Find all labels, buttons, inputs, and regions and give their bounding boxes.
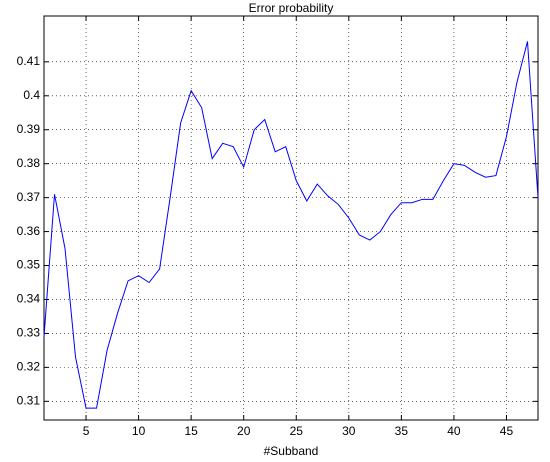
y-tick-label: 0.34 (17, 292, 41, 306)
y-tick-label: 0.39 (17, 122, 41, 136)
plot-frame (43, 15, 539, 421)
y-tick-label: 0.31 (17, 393, 41, 407)
x-tick-label: 15 (184, 424, 198, 438)
data-line (43, 41, 539, 409)
y-tick-label: 0.36 (17, 224, 41, 238)
y-tick-label: 0.37 (17, 190, 41, 204)
x-tick-label: 45 (500, 424, 514, 438)
chart-title: Error probability (249, 1, 334, 15)
y-tick-label: 0.41 (17, 54, 41, 68)
x-tick-label: 25 (290, 424, 304, 438)
x-tick-label: 35 (395, 424, 409, 438)
y-tick-label: 0.32 (17, 360, 41, 374)
y-tick-label: 0.4 (23, 88, 40, 102)
y-tick-label: 0.33 (17, 326, 41, 340)
x-tick-label: 10 (132, 424, 146, 438)
x-tick-label: 30 (342, 424, 356, 438)
y-tick-label: 0.35 (17, 258, 41, 272)
x-tick-label: 20 (237, 424, 251, 438)
x-axis-label: #Subband (264, 444, 319, 458)
x-tick-label: 5 (83, 424, 90, 438)
x-tick-label: 40 (447, 424, 461, 438)
y-tick-label: 0.38 (17, 156, 41, 170)
